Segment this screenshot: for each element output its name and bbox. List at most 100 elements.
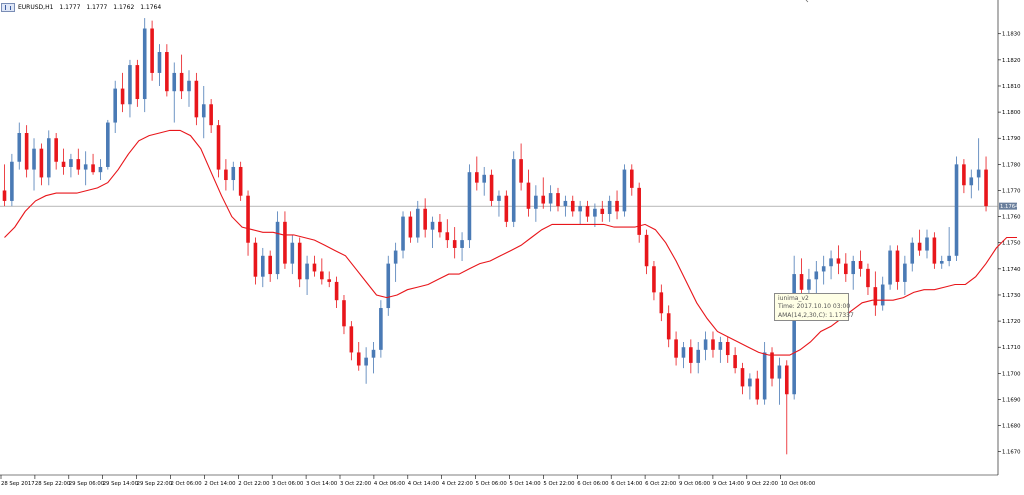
candle-body [844, 263, 848, 275]
candle-body [925, 237, 929, 251]
candle [54, 133, 58, 170]
candle [770, 347, 774, 387]
candle-body [703, 339, 708, 350]
candle [290, 234, 295, 275]
candle [2, 164, 7, 207]
candle-body [939, 261, 944, 264]
candle-body [349, 326, 354, 353]
candle [445, 219, 450, 248]
time-tick-label: 29 Sep 22:00 [137, 481, 173, 487]
candle-body [519, 159, 523, 183]
candle-body [725, 341, 730, 356]
candle-body [334, 281, 339, 301]
time-tick-label: 2 Oct 14:00 [204, 481, 236, 487]
time-tick-label: 5 Oct 14:00 [510, 481, 542, 487]
candle-body [497, 195, 501, 201]
candle [17, 122, 22, 170]
candle-body [578, 206, 582, 212]
candle-body [976, 169, 981, 178]
candle [910, 237, 915, 272]
candle [349, 321, 354, 361]
candle [666, 305, 671, 348]
candle [297, 237, 302, 288]
candle-body [165, 52, 169, 92]
candle-body [630, 169, 634, 188]
candle-body [238, 166, 243, 196]
candle [969, 169, 974, 199]
candle-body [880, 284, 885, 306]
candle-body [283, 221, 287, 264]
candle [157, 44, 162, 86]
candle-body [888, 250, 892, 285]
candle-body [821, 266, 826, 272]
candle-body [135, 65, 140, 100]
candle-body [305, 263, 309, 280]
candle-body [98, 166, 103, 173]
open-value: 1.1777 [59, 3, 81, 11]
candle [142, 18, 147, 113]
candle [585, 200, 590, 222]
candle [814, 261, 819, 295]
candle [320, 258, 324, 285]
candle [430, 216, 435, 248]
candle-body [755, 378, 760, 400]
top-right-marker [805, 0, 809, 3]
candle [556, 187, 560, 212]
candle-body [482, 174, 486, 183]
candle-body [784, 365, 789, 395]
candle [224, 159, 228, 191]
candle [888, 245, 892, 290]
close-value: 1.1764 [140, 3, 162, 11]
candle [851, 255, 855, 290]
candle-body [689, 347, 693, 363]
candle-body [873, 287, 878, 306]
candle-body [548, 193, 553, 204]
price-tick-label: 1.1810 [1002, 84, 1021, 90]
candle [150, 20, 154, 81]
candle-body [128, 65, 132, 105]
candle-body [61, 161, 66, 167]
candle-body [666, 313, 671, 340]
time-tick-label: 6 Oct 06:00 [577, 481, 609, 487]
candle [821, 255, 826, 285]
candle [246, 190, 250, 256]
candle [76, 148, 81, 175]
candle-body [231, 166, 236, 181]
candle [39, 143, 44, 186]
candle [334, 276, 339, 309]
candle-body [216, 125, 221, 170]
candle-body [585, 206, 590, 217]
candle [681, 341, 686, 369]
candle-body [194, 80, 199, 118]
candle [209, 99, 213, 134]
candle-body [120, 88, 125, 105]
candle [415, 200, 420, 243]
candle [792, 255, 796, 400]
candle [947, 227, 951, 267]
time-tick-label: 9 Oct 22:00 [747, 481, 779, 487]
candle-body [91, 164, 95, 173]
candle-body [814, 271, 819, 280]
candle [534, 185, 538, 222]
candle-body [452, 240, 457, 248]
candle [305, 255, 309, 295]
candle [607, 195, 612, 222]
current-price-tag-bg [999, 202, 1017, 210]
candle-body [393, 250, 398, 264]
candle [98, 159, 103, 181]
candle-body [201, 104, 206, 118]
candle [423, 198, 427, 238]
candle [976, 138, 981, 191]
candle-body [696, 349, 701, 363]
candle-body [652, 266, 656, 293]
candle-body [297, 242, 302, 280]
candle [253, 237, 258, 285]
candle [615, 190, 619, 220]
time-tick-label: 29 Sep 14:00 [103, 481, 139, 487]
candle [83, 151, 88, 186]
candle [342, 294, 346, 335]
candle-body [777, 365, 782, 379]
candle [408, 211, 413, 243]
plot-area [0, 0, 998, 474]
